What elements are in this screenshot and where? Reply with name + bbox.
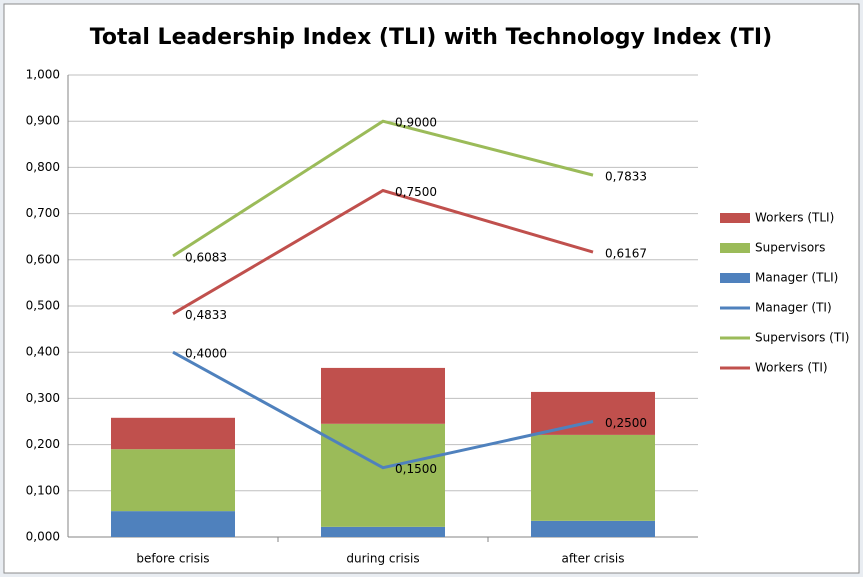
y-tick-label: 0,800 (26, 160, 60, 174)
y-tick-label: 0,200 (26, 437, 60, 451)
legend-swatch (720, 243, 750, 253)
x-tick-label: during crisis (346, 552, 419, 566)
bar-segment (531, 391, 655, 435)
y-tick-label: 0,300 (26, 391, 60, 405)
y-tick-label: 0,100 (26, 483, 60, 497)
data-label: 0,2500 (605, 416, 647, 430)
y-tick-label: 0,400 (26, 345, 60, 359)
legend-label: Workers (TI) (755, 361, 828, 375)
bar-segment (321, 526, 445, 537)
x-tick-label: after crisis (562, 552, 625, 566)
x-tick-label: before crisis (136, 552, 209, 566)
y-tick-label: 0,000 (26, 530, 60, 544)
legend-label: Workers (TLI) (755, 211, 834, 225)
bar-segment (111, 449, 235, 512)
line-series (172, 119, 594, 258)
legend-label: Manager (TI) (755, 301, 832, 315)
bar-segment (111, 417, 235, 450)
chart-title: Total Leadership Index (TLI) with Techno… (90, 25, 772, 50)
data-label: 0,6167 (605, 247, 647, 261)
legend-label: Supervisors (755, 241, 825, 255)
y-tick-label: 1,000 (26, 68, 60, 82)
bar-segment (321, 423, 445, 527)
y-tick-label: 0,500 (26, 299, 60, 313)
data-label: 0,4000 (185, 347, 227, 361)
y-tick-label: 0,700 (26, 206, 60, 220)
data-label: 0,7833 (605, 170, 647, 184)
legend-swatch (720, 273, 750, 283)
line-series (172, 188, 594, 316)
y-tick-label: 0,600 (26, 252, 60, 266)
bar-segment (531, 520, 655, 537)
bar-segment (111, 511, 235, 537)
data-label: 0,9000 (395, 116, 437, 130)
bar-segment (321, 367, 445, 424)
legend-label: Supervisors (TI) (755, 331, 849, 345)
data-label: 0,4833 (185, 308, 227, 322)
data-label: 0,6083 (185, 250, 227, 264)
data-label: 0,1500 (395, 462, 437, 476)
y-tick-label: 0,900 (26, 114, 60, 128)
line-series (172, 350, 594, 470)
legend-swatch (720, 213, 750, 223)
legend-label: Manager (TLI) (755, 271, 838, 285)
data-label: 0,7500 (395, 185, 437, 199)
bar-segment (531, 434, 655, 521)
